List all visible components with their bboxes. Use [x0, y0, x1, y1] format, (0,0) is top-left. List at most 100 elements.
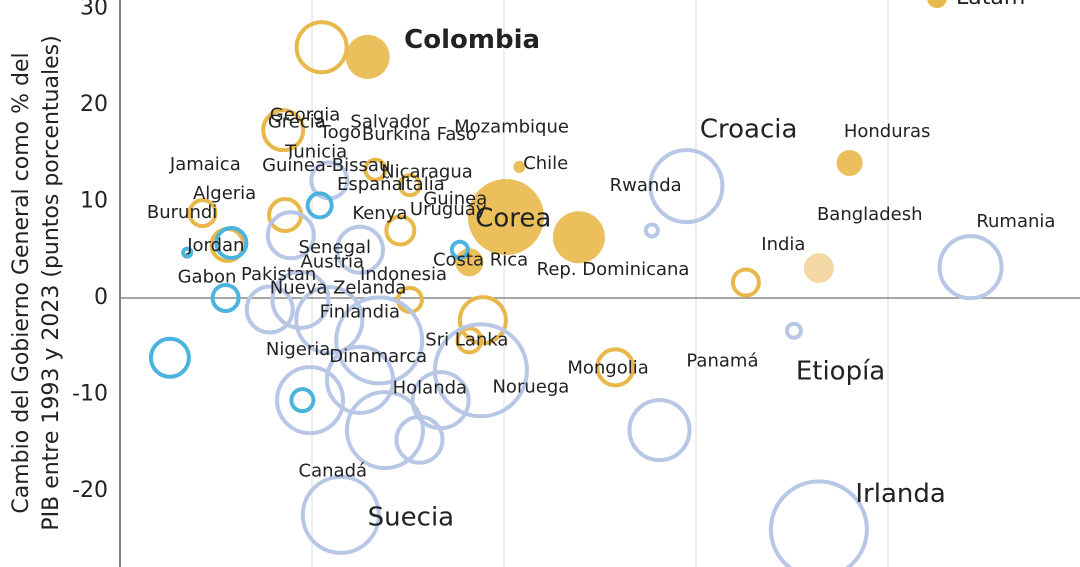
annotation: Nueva Zelanda — [270, 277, 407, 298]
annotation: Gabon — [178, 267, 237, 288]
bubble — [325, 344, 395, 415]
bubble — [595, 347, 636, 388]
annotation: España — [337, 174, 403, 195]
bubble — [344, 390, 425, 471]
bubble — [455, 326, 484, 355]
annotation: Dinamarca — [329, 346, 427, 367]
annotation: Chile — [523, 153, 568, 174]
annotation: Noruega — [492, 377, 569, 398]
annotation: Nicaragua — [381, 162, 473, 183]
annotation: Uruguay — [410, 199, 487, 220]
bubble — [937, 234, 1004, 301]
bubble — [394, 414, 445, 465]
bubble — [210, 282, 241, 313]
bubble — [289, 387, 316, 414]
annotation: Corea — [475, 203, 551, 233]
bubble — [784, 321, 803, 340]
annotation: Jordan — [186, 235, 244, 256]
y-tick-label: 20 — [80, 92, 108, 117]
annotation: Sri Lanka — [425, 329, 508, 350]
annotation: Holanda — [393, 378, 467, 399]
annotation: Italia — [400, 174, 444, 195]
annotation: India — [761, 234, 805, 255]
annotation: Rwanda — [610, 175, 682, 196]
annotation: Burkina Faso — [362, 124, 477, 145]
annotation: Grecia — [268, 111, 326, 132]
bubble — [305, 191, 334, 220]
annotation: Irlanda — [855, 479, 945, 509]
annotation: Finlandia — [320, 301, 400, 322]
bubble — [648, 148, 725, 225]
annotation: Indonesia — [360, 264, 447, 285]
annotation: Panamá — [686, 351, 758, 372]
y-tick-label: -10 — [72, 381, 108, 406]
bubble — [363, 157, 388, 182]
bubble — [627, 398, 692, 463]
y-tick-label: 30 — [80, 0, 108, 21]
annotation: Guinea-Bissau — [262, 155, 390, 176]
bubble — [513, 160, 526, 173]
bubble — [270, 269, 331, 330]
bubble — [768, 479, 869, 567]
bubble — [643, 222, 660, 239]
annotation: Kenya — [352, 203, 407, 224]
bubble — [467, 178, 544, 255]
y-tick-label: -20 — [72, 478, 108, 503]
bubble — [294, 20, 349, 75]
annotation: Guinea — [423, 189, 487, 210]
bubble — [214, 226, 249, 260]
y-axis-title-line: PIB entre 1993 y 2023 (puntos porcentual… — [39, 35, 64, 530]
bubble — [334, 295, 425, 386]
bubble — [300, 474, 381, 555]
bubble — [730, 267, 761, 298]
y-axis-title-line: Cambio del Gobierno General como % del — [9, 52, 34, 513]
bubble — [803, 253, 834, 284]
annotation: Canadá — [299, 461, 368, 482]
bubble — [335, 224, 385, 275]
bubble — [384, 214, 417, 247]
legend-label: Latam — [956, 0, 1025, 10]
bubble — [432, 322, 529, 419]
annotation: Togo — [319, 122, 361, 143]
legend-swatch — [927, 0, 947, 8]
annotation: Georgia — [270, 105, 341, 126]
y-tick-label: 0 — [94, 285, 108, 310]
bubble — [265, 210, 316, 261]
bubble — [836, 149, 863, 176]
annotation: Honduras — [844, 121, 931, 142]
annotation: Nigeria — [266, 339, 330, 360]
annotation: Salvador — [350, 111, 430, 132]
y-axis-title: Cambio del Gobierno General como % del P… — [9, 35, 64, 530]
bubble — [148, 336, 191, 379]
annotation: Mongolia — [567, 357, 648, 378]
annotation: Pakistan — [241, 264, 316, 285]
annotation: Senegal — [299, 237, 371, 258]
annotation: Suecia — [368, 502, 454, 532]
annotation: Croacia — [700, 115, 798, 145]
annotation: Mozambique — [454, 116, 569, 137]
annotation: Austria — [300, 251, 364, 272]
bubble — [275, 365, 346, 436]
annotation: Bangladesh — [817, 204, 923, 225]
annotation: Rumania — [976, 211, 1055, 232]
bubble — [261, 108, 306, 153]
annotation: Jamaica — [169, 154, 241, 175]
annotation: Colombia — [404, 25, 540, 55]
annotation: Algeria — [193, 183, 256, 204]
bubble — [449, 239, 470, 260]
bubble — [345, 34, 390, 79]
bubble — [397, 173, 422, 198]
bubble — [187, 198, 218, 229]
bubble — [244, 284, 295, 335]
annotation: Rep. Dominicana — [537, 259, 690, 280]
y-tick-label: 10 — [80, 189, 108, 214]
bubble — [181, 246, 194, 259]
bubble — [294, 285, 365, 356]
annotation: Etiopía — [796, 357, 885, 387]
bubble — [552, 211, 605, 264]
annotation: Burundi — [147, 202, 217, 223]
legend: Latam — [927, 0, 1025, 10]
annotation: Tunicia — [284, 141, 347, 162]
annotation: Costa Rica — [433, 249, 528, 270]
